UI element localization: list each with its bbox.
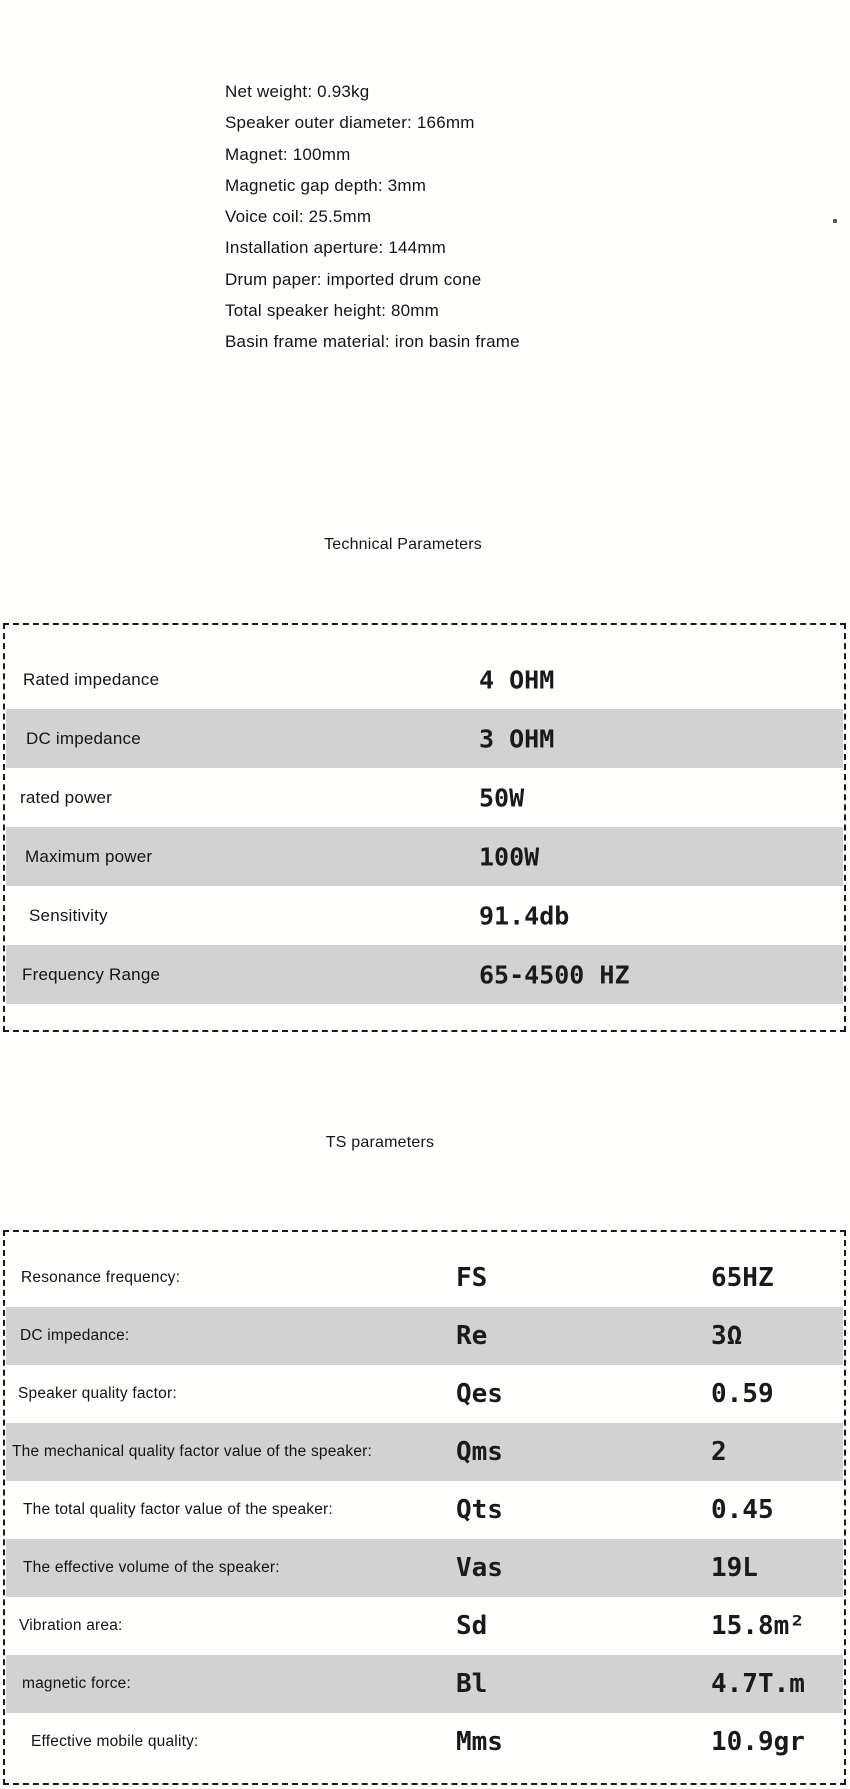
row-symbol: FS [456,1263,488,1293]
row-value: 3Ω [711,1321,743,1351]
table-row: The mechanical quality factor value of t… [6,1423,843,1481]
table-row: Rated impedance 4 OHM [6,650,843,709]
row-label: Maximum power [25,846,153,866]
row-label: DC impedance [26,728,141,748]
row-symbol: Qes [456,1379,503,1409]
row-label: DC impedance: [20,1327,130,1344]
row-value: 65-4500 HZ [479,960,630,989]
table-row: Frequency Range 65-4500 HZ [6,945,843,1004]
spec-line-net-weight: Net weight: 0.93kg [225,82,370,101]
row-label: Effective mobile quality: [31,1733,199,1750]
table-row: Speaker quality factor: Qes 0.59 [6,1365,843,1423]
row-symbol: Sd [456,1611,488,1641]
spec-list: Net weight: 0.93kg Speaker outer diamete… [225,76,520,358]
row-label: Vibration area: [19,1617,123,1634]
row-value: 19L [711,1553,758,1583]
spec-line-total-height: Total speaker height: 80mm [225,301,440,321]
row-symbol: Bl [456,1669,488,1699]
row-label: Frequency Range [22,964,161,984]
row-label: Resonance frequency: [21,1269,181,1286]
row-label: The effective volume of the speaker: [23,1559,280,1576]
row-value: 10.9gr [711,1727,805,1757]
table-row: Effective mobile quality: Mms 10.9gr [6,1713,843,1771]
row-symbol: Vas [456,1553,503,1583]
artifact-dot [833,219,837,223]
table-row: The total quality factor value of the sp… [6,1481,843,1539]
row-symbol: Mms [456,1727,503,1757]
technical-parameters-title: Technical Parameters [324,536,482,553]
row-value: 100W [479,842,540,871]
row-value: 0.59 [711,1379,774,1409]
table-row: Sensitivity 91.4db [6,886,843,945]
table-row: The effective volume of the speaker: Vas… [6,1539,843,1597]
row-symbol: Qts [456,1495,503,1525]
table-row: DC impedance 3 OHM [6,709,843,768]
row-label: magnetic force: [22,1675,131,1692]
row-symbol: Qms [456,1437,503,1467]
row-value: 4 OHM [479,665,555,694]
row-value: 2 [711,1437,727,1467]
spec-line-drum-paper: Drum paper: imported drum cone [225,269,482,289]
table-row: rated power 50W [6,768,843,827]
spec-line-installation: Installation aperture: 144mm [225,238,447,258]
table-row: Maximum power 100W [6,827,843,886]
row-symbol: Re [456,1321,488,1351]
row-value: 0.45 [711,1495,774,1525]
spec-line-magnet: Magnet: 100mm [225,144,351,164]
row-value: 3 OHM [479,724,555,753]
row-label: rated power [20,787,112,807]
technical-parameters-table: Rated impedance 4 OHM DC impedance 3 OHM… [3,623,846,1032]
row-label: Sensitivity [29,905,108,925]
table-row: magnetic force: Bl 4.7T.m [6,1655,843,1713]
table-row: DC impedance: Re 3Ω [6,1307,843,1365]
spec-line-basin-frame: Basin frame material: iron basin frame [225,332,520,352]
row-label: The total quality factor value of the sp… [23,1501,333,1518]
row-value: 91.4db [479,901,570,930]
table-row: Vibration area: Sd 15.8m² [6,1597,843,1655]
row-label: The mechanical quality factor value of t… [12,1443,373,1460]
row-label: Rated impedance [23,669,160,689]
spec-line-voice-coil: Voice coil: 25.5mm [225,207,372,227]
row-label: Speaker quality factor: [18,1385,177,1402]
row-value: 50W [479,783,525,812]
row-value: 65HZ [711,1263,774,1293]
row-value: 15.8m² [711,1611,805,1641]
spec-line-magnetic-gap: Magnetic gap depth: 3mm [225,175,427,195]
ts-parameters-table: Resonance frequency: FS 65HZ DC impedanc… [3,1230,846,1785]
ts-parameters-title: TS parameters [325,1134,435,1151]
row-value: 4.7T.m [711,1669,805,1699]
spec-line-outer-diameter: Speaker outer diameter: 166mm [225,113,475,133]
table-row: Resonance frequency: FS 65HZ [6,1249,843,1307]
